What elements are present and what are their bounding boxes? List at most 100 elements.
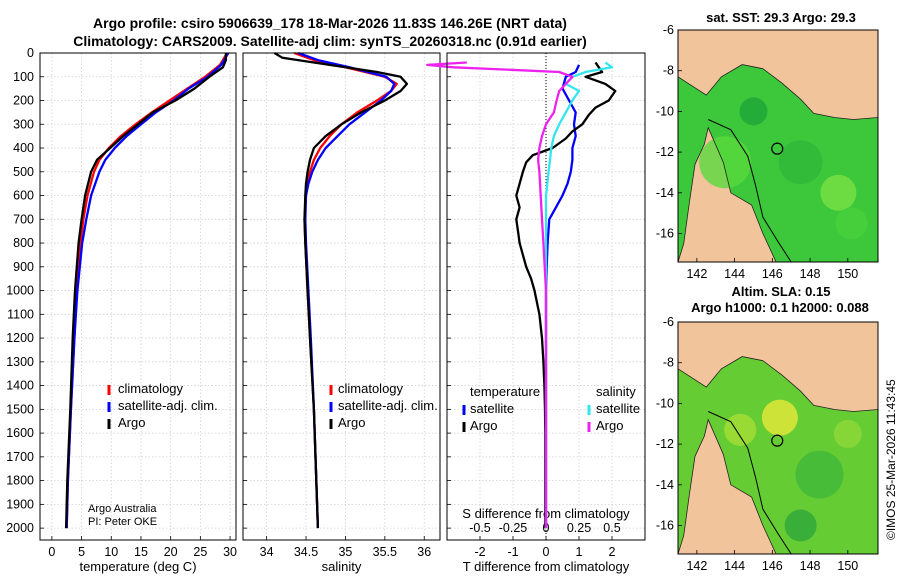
salinity-series-3 (273, 52, 409, 529)
temperature-series-1 (65, 52, 229, 529)
y-tick-label: 1500 (6, 402, 34, 416)
lon-tick-label: 144 (724, 559, 745, 573)
argo-location-marker (771, 142, 784, 155)
panel-1: 0100200300400500600700800900100011001200… (6, 46, 237, 574)
x-tick-label: 0 (543, 545, 550, 559)
sst-map-title: sat. SST: 29.3 Argo: 29.3 (706, 10, 856, 25)
lon-tick-label: 148 (800, 559, 821, 573)
lat-tick-label: -12 (656, 145, 674, 159)
lat-tick-label: -16 (656, 227, 674, 241)
lon-tick-label: 146 (762, 267, 783, 281)
legend-label: Argo (338, 415, 365, 430)
field-patch (784, 509, 817, 542)
x-axis-label: T difference from climatology (463, 559, 630, 574)
y-tick-label: 900 (13, 260, 34, 274)
lon-tick-label: 142 (686, 267, 707, 281)
legend-temperature-title: temperature (470, 384, 540, 399)
map-frame (677, 321, 879, 555)
legend-label: satellite (470, 401, 514, 416)
coastline (678, 356, 878, 554)
legend-label: climatology (338, 381, 404, 396)
difference-series-1 (544, 64, 581, 529)
lat-tick-label: -8 (663, 356, 674, 370)
top-tick-label: 0.25 (567, 521, 591, 535)
sla-map-title-2: Argo h1000: 0.1 h2000: 0.088 (691, 300, 869, 315)
map-content (678, 30, 878, 262)
lat-tick-label: -6 (663, 315, 674, 329)
x-tick-label: 10 (104, 545, 118, 559)
x-axis-label: salinity (322, 559, 362, 574)
lat-tick-label: -10 (656, 104, 674, 118)
credit-line1: Argo Australia (88, 503, 157, 515)
x-tick-label: 1 (576, 545, 583, 559)
temperature-series-2 (65, 52, 230, 529)
shelf-contour (707, 411, 792, 554)
coastline (678, 64, 878, 262)
lon-tick-label: 150 (837, 559, 858, 573)
panel-frame (242, 52, 441, 541)
y-tick-label: 1900 (6, 497, 34, 511)
x-tick-label: 0 (48, 545, 55, 559)
legend-salinity-title: salinity (596, 384, 636, 399)
legend-label: Argo (118, 415, 145, 430)
lon-tick-label: 148 (800, 267, 821, 281)
lat-tick-label: -10 (656, 396, 674, 410)
field-patch (795, 450, 844, 499)
x-tick-label: 30 (223, 545, 237, 559)
y-tick-label: 200 (13, 94, 34, 108)
map-frame (677, 29, 879, 263)
argo-location-marker (771, 434, 784, 447)
y-tick-label: 1100 (7, 307, 34, 321)
panel-frame (446, 52, 646, 541)
x-tick-label: 34.5 (294, 545, 318, 559)
legend-label: satellite-adj. clim. (118, 398, 218, 413)
figure-title-line1: Argo profile: csiro 5906639_178 18-Mar-2… (93, 15, 567, 31)
lon-tick-label: 142 (686, 559, 707, 573)
panel-2: 34 34.5 35 35.5 36 salinity climatology satelli… (242, 51, 441, 574)
y-tick-label: 1300 (6, 355, 34, 369)
lat-tick-label: -16 (656, 519, 674, 533)
x-tick-label: 2 (609, 545, 616, 559)
y-tick-label: 1700 (6, 450, 34, 464)
credit-line2: PI: Peter OKE (88, 516, 157, 528)
x-tick-label: 15 (134, 545, 148, 559)
lat-tick-label: -6 (663, 23, 674, 37)
x-tick-label: -1 (507, 545, 518, 559)
panel-frame (39, 52, 237, 541)
y-tick-label: 0 (27, 46, 34, 60)
lon-tick-label: 146 (762, 559, 783, 573)
field-patch (724, 413, 757, 446)
sla-map-title-1: Altim. SLA: 0.15 (731, 284, 831, 299)
field-patch (761, 399, 798, 436)
sla-map: -6 -8 -10 -12 -14 -16 142 144 146 148 150 (656, 315, 879, 573)
legend-label: climatology (118, 381, 184, 396)
x-tick-label: -2 (474, 545, 485, 559)
y-tick-label: 400 (13, 141, 34, 155)
lat-tick-label: -12 (656, 437, 674, 451)
temperature-series-3 (64, 53, 228, 529)
lon-tick-label: 150 (837, 267, 858, 281)
y-tick-label: 1600 (6, 426, 34, 440)
lat-tick-label: -14 (656, 186, 674, 200)
difference-series-2 (515, 61, 617, 529)
top-tick-label: -0.25 (499, 521, 528, 535)
lon-tick-label: 144 (724, 267, 745, 281)
map-content (678, 322, 878, 554)
panel-3: -2 -1 0 1 2-0.5 -0.25 0 0.25 0.5S difference fro… (426, 52, 646, 574)
y-tick-label: 1200 (6, 331, 34, 345)
field-patch (835, 207, 868, 240)
field-patch (833, 419, 862, 448)
x-axis-label: temperature (deg C) (79, 559, 196, 574)
x-tick-label: 34 (260, 545, 274, 559)
lat-tick-label: -14 (656, 478, 674, 492)
y-tick-label: 1000 (6, 284, 34, 298)
y-tick-label: 700 (13, 212, 34, 226)
y-tick-label: 500 (13, 165, 34, 179)
legend-label: satellite (596, 401, 640, 416)
top-tick-label: 0.5 (603, 521, 620, 535)
x-tick-label: 35 (338, 545, 352, 559)
field-patch (820, 174, 857, 211)
ocean-area (678, 356, 878, 554)
top-tick-label: -0.5 (469, 521, 491, 535)
